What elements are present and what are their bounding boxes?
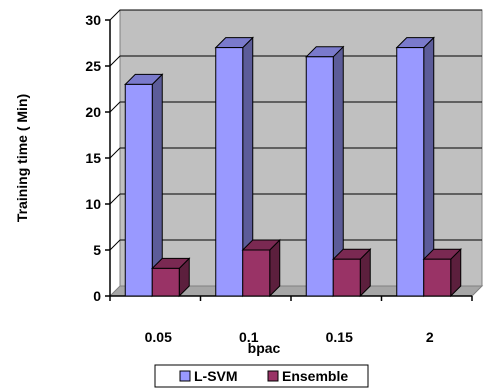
gridline bbox=[109, 193, 482, 205]
bar-l-svm bbox=[214, 36, 254, 298]
bar-l-svm bbox=[305, 45, 345, 298]
x-tick-label: 0.15 bbox=[326, 329, 353, 345]
bar-front bbox=[151, 267, 180, 297]
bar-ensemble bbox=[332, 247, 372, 298]
x-tick-label: 0.1 bbox=[239, 329, 259, 345]
legend-swatch-ensemble bbox=[267, 370, 279, 382]
bars bbox=[124, 36, 462, 298]
bar-front bbox=[423, 258, 452, 297]
x-tick-label: 2 bbox=[426, 329, 434, 345]
bar-front bbox=[242, 249, 271, 297]
gridlines bbox=[109, 9, 482, 251]
x-tick-labels: 0.05 0.1 0.15 2 bbox=[109, 296, 473, 345]
bar-ensemble bbox=[151, 257, 191, 298]
bar-front bbox=[305, 56, 334, 297]
x-axis-label: bpac bbox=[248, 340, 281, 356]
legend-label-l-svm: L-SVM bbox=[194, 368, 238, 384]
y-tick-labels: 0 5 10 15 20 25 30 bbox=[85, 12, 110, 304]
bar-l-svm bbox=[395, 36, 435, 298]
legend-box bbox=[154, 364, 369, 388]
legend: L-SVM Ensemble bbox=[154, 364, 369, 388]
bar-l-svm bbox=[124, 73, 164, 298]
y-tick-label: 0 bbox=[93, 288, 101, 304]
gridline bbox=[109, 9, 482, 21]
y-tick-label: 20 bbox=[85, 104, 101, 120]
bar-front bbox=[124, 83, 153, 297]
x-tick-label: 0.05 bbox=[145, 329, 172, 345]
gridline bbox=[109, 239, 482, 251]
gridline bbox=[109, 101, 482, 113]
bar-ensemble bbox=[422, 247, 462, 298]
y-axis-label: Training time ( Min) bbox=[14, 94, 30, 222]
y-tick-label: 5 bbox=[93, 242, 101, 258]
legend-label-ensemble: Ensemble bbox=[282, 368, 348, 384]
bar-front bbox=[396, 47, 425, 297]
gridline bbox=[109, 147, 482, 159]
legend-swatch-l-svm bbox=[179, 370, 191, 382]
bar-front bbox=[215, 47, 244, 297]
y-tick-label: 10 bbox=[85, 196, 101, 212]
y-tick-label: 25 bbox=[85, 58, 101, 74]
gridline bbox=[109, 55, 482, 67]
bar-front bbox=[332, 258, 361, 297]
bar-ensemble bbox=[241, 238, 281, 298]
y-tick-label: 30 bbox=[85, 12, 101, 28]
y-tick-label: 15 bbox=[85, 150, 101, 166]
